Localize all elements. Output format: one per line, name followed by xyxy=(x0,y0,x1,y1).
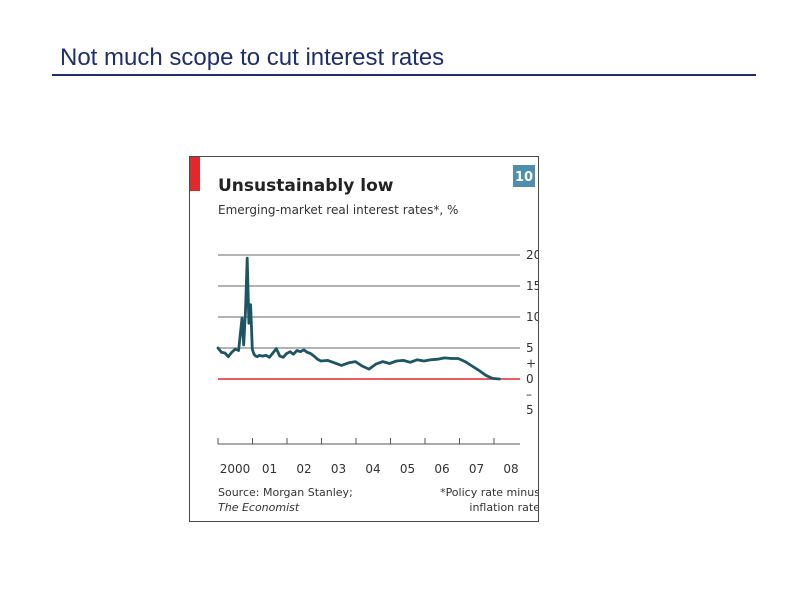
x-tick-label: 02 xyxy=(296,462,311,476)
chart-subtitle: Emerging-market real interest rates*, % xyxy=(218,203,458,217)
x-axis: 2000 01 02 03 04 05 06 07 08 xyxy=(217,438,520,476)
y-tick-label: 15 xyxy=(526,279,538,293)
chart-panel: 10 Unsustainably low Emerging-market rea… xyxy=(189,156,539,522)
y-tick-label: 10 xyxy=(526,310,538,324)
chart-title: Unsustainably low xyxy=(218,176,394,196)
data-series xyxy=(216,256,501,381)
chart-number-badge xyxy=(513,165,535,187)
title-underline xyxy=(52,74,756,76)
slide-title: Not much scope to cut interest rates xyxy=(60,44,445,71)
y-tick-label: 20 xyxy=(526,248,538,262)
x-tick-label: 01 xyxy=(262,462,277,476)
x-tick-label: 08 xyxy=(503,462,518,476)
x-tick-label: 06 xyxy=(434,462,449,476)
chart-svg: 10 Unsustainably low Emerging-market rea… xyxy=(190,157,538,514)
x-tick-label: 2000 xyxy=(220,462,251,476)
y-tick-label: – xyxy=(526,388,532,402)
x-tick-label: 04 xyxy=(365,462,380,476)
gridlines xyxy=(218,254,520,380)
y-tick-label: 0 xyxy=(526,372,534,386)
footnote-continued: inflation rate xyxy=(469,501,538,514)
x-tick-label: 07 xyxy=(469,462,484,476)
series-line xyxy=(216,256,501,381)
y-tick-label: 5 xyxy=(526,341,534,355)
chart-number-badge-label: 10 xyxy=(515,170,533,185)
x-tick-label: 05 xyxy=(400,462,415,476)
y-tick-label: + xyxy=(526,357,536,371)
y-tick-label: 5 xyxy=(526,403,534,417)
source-note-publisher: The Economist xyxy=(218,501,300,514)
footnote: *Policy rate minus xyxy=(440,486,538,499)
accent-bar xyxy=(190,157,200,191)
source-note: Source: Morgan Stanley; xyxy=(218,486,353,499)
x-tick-label: 03 xyxy=(331,462,346,476)
